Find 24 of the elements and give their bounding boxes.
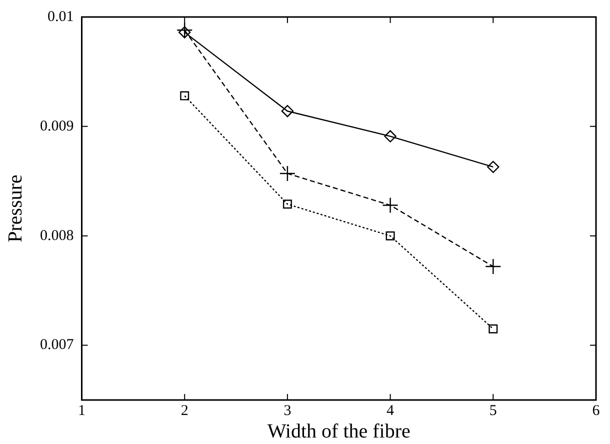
point: [180, 91, 190, 100]
y-tick-label: 0.009: [40, 118, 74, 134]
point: [282, 200, 292, 209]
x-tick-label: 5: [489, 402, 497, 419]
point: [281, 105, 294, 118]
y-tick-label: 0.007: [40, 337, 74, 354]
y-tick-label: 0.01: [48, 8, 74, 25]
point: [384, 130, 396, 142]
x-axis-title: Width of the fibre: [267, 420, 411, 442]
y-tick-label: 0.008: [40, 228, 74, 244]
x-tick-label: 2: [180, 402, 188, 419]
point: [488, 324, 498, 334]
x-tick-label: 1: [78, 402, 86, 419]
point: [279, 165, 296, 182]
x-tick-label: 6: [592, 402, 600, 419]
y-axis-title: Pressure: [4, 174, 26, 242]
point: [176, 22, 193, 38]
point: [487, 160, 500, 174]
point: [382, 197, 398, 214]
point: [178, 26, 191, 38]
point: [386, 231, 395, 240]
x-tick-label: 4: [386, 402, 395, 419]
point: [485, 258, 502, 275]
x-tick-label: 3: [284, 402, 292, 419]
